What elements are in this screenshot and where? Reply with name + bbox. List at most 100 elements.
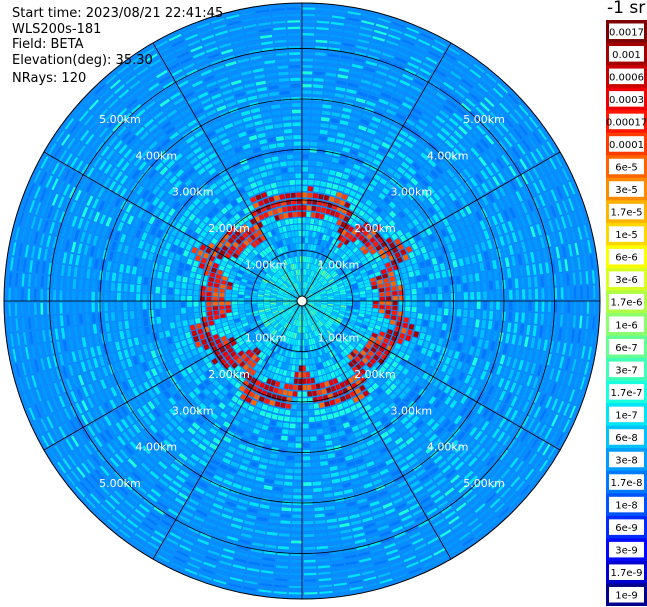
scan-cell xyxy=(354,431,362,438)
scan-cell xyxy=(373,478,383,486)
scan-cell xyxy=(334,418,342,424)
scan-cell xyxy=(326,291,333,295)
scan-cell xyxy=(342,42,355,48)
scan-cell xyxy=(370,472,380,480)
scan-cell xyxy=(336,346,343,353)
scan-cell xyxy=(471,337,477,346)
scan-cell xyxy=(333,225,340,232)
scan-cell xyxy=(439,161,448,170)
scan-cell xyxy=(40,289,44,301)
scan-cell xyxy=(483,340,490,350)
scan-cell xyxy=(315,322,320,329)
scan-cell xyxy=(303,288,306,295)
scan-cell xyxy=(563,403,571,416)
scan-cell xyxy=(482,407,490,418)
scan-cell xyxy=(330,28,343,32)
scan-cell xyxy=(448,411,457,421)
scan-cell xyxy=(393,397,402,405)
scan-cell xyxy=(310,351,314,358)
scan-cell xyxy=(533,421,541,434)
scan-cell xyxy=(345,346,352,353)
scan-cell xyxy=(339,470,349,476)
scan-cell xyxy=(514,427,523,439)
scan-cell xyxy=(420,496,431,505)
scan-cell xyxy=(480,241,487,251)
scan-cell xyxy=(407,329,413,336)
scan-cell xyxy=(415,514,427,522)
scan-cell xyxy=(388,201,397,209)
scan-cell xyxy=(161,309,167,316)
scan-cell xyxy=(487,320,493,330)
scan-cell xyxy=(306,292,312,297)
scan-cell xyxy=(306,283,310,290)
scan-cell xyxy=(509,382,517,393)
scan-cell xyxy=(324,401,331,407)
scan-cell xyxy=(225,293,232,298)
scan-cell xyxy=(417,313,423,320)
scan-cell xyxy=(315,232,320,239)
scan-cell xyxy=(344,223,351,230)
scan-cell xyxy=(367,244,374,251)
scan-cell xyxy=(493,388,501,399)
scan-cell xyxy=(360,118,370,126)
scan-cell xyxy=(566,314,570,328)
scan-cell xyxy=(380,253,387,260)
scan-cell xyxy=(304,275,306,282)
scan-cell xyxy=(59,290,63,301)
scan-cell xyxy=(389,146,399,154)
scan-cell xyxy=(454,391,463,401)
scan-cell xyxy=(306,305,312,310)
scan-cell xyxy=(438,382,446,391)
scan-cell xyxy=(325,249,331,256)
scan-cell xyxy=(304,585,317,589)
scan-cell xyxy=(225,301,231,305)
scan-cell xyxy=(340,244,346,251)
scan-cell xyxy=(526,324,531,336)
scan-cell xyxy=(307,192,313,198)
scan-cell xyxy=(521,415,530,427)
scan-cell xyxy=(503,98,514,109)
scan-cell xyxy=(548,220,555,233)
scan-cell xyxy=(417,435,426,444)
scan-cell xyxy=(503,210,510,221)
scan-cell xyxy=(429,359,437,367)
scan-cell xyxy=(303,508,313,512)
scan-cell xyxy=(345,285,352,289)
scan-cell xyxy=(305,313,308,320)
scan-cell xyxy=(560,301,564,313)
scan-cell xyxy=(78,290,82,301)
scan-cell xyxy=(474,347,481,357)
scan-cell xyxy=(375,370,383,378)
scan-cell xyxy=(302,288,304,295)
scan-cell xyxy=(325,322,331,328)
scan-cell xyxy=(382,52,394,59)
scan-cell xyxy=(398,401,406,410)
scan-cell xyxy=(495,483,506,494)
scan-cell xyxy=(410,283,417,289)
scan-cell xyxy=(371,374,379,382)
scan-cell xyxy=(323,263,328,270)
scan-cell xyxy=(549,368,555,380)
scan-cell xyxy=(379,219,387,227)
scan-cell xyxy=(334,299,341,301)
scan-cell xyxy=(330,372,336,379)
scan-cell xyxy=(345,455,354,461)
scan-cell xyxy=(531,437,540,449)
scan-cell xyxy=(321,303,328,305)
scan-cell xyxy=(306,326,309,333)
scan-cell xyxy=(416,224,424,233)
scan-cell xyxy=(433,547,446,556)
scan-cell xyxy=(407,135,418,143)
scan-cell xyxy=(483,291,487,300)
scan-cell xyxy=(388,324,395,330)
scan-cell xyxy=(303,436,310,442)
scan-cell xyxy=(390,561,403,568)
scan-cell xyxy=(571,358,577,372)
scan-cell xyxy=(404,96,416,104)
scan-cell xyxy=(538,194,546,207)
scan-cell xyxy=(499,102,510,114)
scan-cell xyxy=(397,151,406,159)
scan-cell xyxy=(340,307,347,310)
scan-cell xyxy=(503,136,513,148)
scan-cell xyxy=(420,362,428,371)
